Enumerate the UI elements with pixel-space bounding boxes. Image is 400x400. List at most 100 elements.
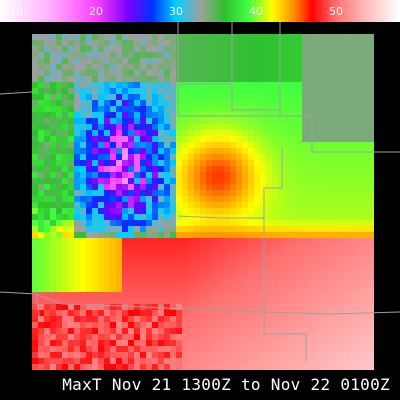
- temperature-cell: [152, 172, 158, 178]
- temperature-cell: [314, 190, 320, 196]
- temperature-cell: [32, 268, 38, 274]
- temperature-cell: [44, 34, 50, 40]
- temperature-cell: [200, 274, 206, 280]
- temperature-cell: [242, 280, 248, 286]
- temperature-cell: [164, 202, 170, 208]
- temperature-cell: [74, 82, 80, 88]
- temperature-cell: [86, 250, 92, 256]
- temperature-cell: [164, 70, 170, 76]
- temperature-cell: [194, 172, 200, 178]
- temperature-cell: [98, 106, 104, 112]
- temperature-cell: [170, 70, 176, 76]
- temperature-cell: [230, 244, 236, 250]
- temperature-cell: [338, 304, 344, 310]
- temperature-cell: [116, 160, 122, 166]
- temperature-cell: [272, 88, 278, 94]
- temperature-cell: [218, 76, 224, 82]
- temperature-cell: [86, 100, 92, 106]
- temperature-cell: [128, 112, 134, 118]
- temperature-cell: [68, 274, 74, 280]
- temperature-cell: [182, 280, 188, 286]
- temperature-cell: [128, 274, 134, 280]
- temperature-cell: [362, 40, 368, 46]
- temperature-cell: [68, 118, 74, 124]
- temperature-cell: [332, 244, 338, 250]
- temperature-cell: [242, 88, 248, 94]
- temperature-cell: [182, 34, 188, 40]
- temperature-cell: [32, 208, 38, 214]
- temperature-cell: [92, 316, 98, 322]
- temperature-cell: [164, 250, 170, 256]
- temperature-cell: [212, 154, 218, 160]
- temperature-cell: [284, 274, 290, 280]
- temperature-cell: [32, 232, 38, 238]
- temperature-cell: [284, 340, 290, 346]
- temperature-cell: [68, 178, 74, 184]
- temperature-cell: [350, 34, 356, 40]
- temperature-cell: [176, 118, 182, 124]
- temperature-cell: [218, 142, 224, 148]
- boundary-line: [0, 91, 33, 95]
- temperature-cell: [254, 46, 260, 52]
- temperature-cell: [344, 112, 350, 118]
- temperature-cell: [314, 184, 320, 190]
- temperature-cell: [104, 244, 110, 250]
- temperature-cell: [98, 358, 104, 364]
- temperature-cell: [188, 40, 194, 46]
- temperature-cell: [164, 160, 170, 166]
- temperature-cell: [86, 238, 92, 244]
- temperature-cell: [74, 232, 80, 238]
- temperature-cell: [68, 232, 74, 238]
- temperature-cell: [314, 172, 320, 178]
- temperature-cell: [344, 346, 350, 352]
- temperature-cell: [32, 154, 38, 160]
- temperature-cell: [74, 358, 80, 364]
- temperature-cell: [272, 256, 278, 262]
- temperature-cell: [326, 304, 332, 310]
- temperature-cell: [56, 166, 62, 172]
- temperature-cell: [362, 340, 368, 346]
- temperature-cell: [62, 340, 68, 346]
- temperature-cell: [224, 124, 230, 130]
- temperature-cell: [338, 322, 344, 328]
- temperature-cell: [140, 268, 146, 274]
- temperature-cell: [296, 46, 302, 52]
- temperature-cell: [188, 286, 194, 292]
- temperature-cell: [134, 280, 140, 286]
- temperature-cell: [44, 322, 50, 328]
- temperature-cell: [194, 232, 200, 238]
- temperature-cell: [98, 52, 104, 58]
- temperature-cell: [164, 364, 170, 370]
- temperature-cell: [146, 226, 152, 232]
- temperature-cell: [188, 358, 194, 364]
- temperature-cell: [56, 118, 62, 124]
- temperature-cell: [302, 34, 308, 40]
- temperature-cell: [350, 364, 356, 370]
- temperature-cell: [134, 214, 140, 220]
- temperature-cell: [350, 64, 356, 70]
- temperature-cell: [302, 280, 308, 286]
- temperature-cell: [254, 310, 260, 316]
- temperature-cell: [278, 274, 284, 280]
- temperature-cell: [62, 154, 68, 160]
- temperature-cell: [158, 142, 164, 148]
- temperature-cell: [362, 292, 368, 298]
- temperature-cell: [218, 118, 224, 124]
- temperature-cell: [38, 316, 44, 322]
- temperature-cell: [230, 208, 236, 214]
- temperature-cell: [98, 322, 104, 328]
- temperature-cell: [242, 124, 248, 130]
- temperature-cell: [80, 58, 86, 64]
- temperature-cell: [92, 208, 98, 214]
- temperature-cell: [320, 130, 326, 136]
- temperature-cell: [320, 94, 326, 100]
- temperature-cell: [260, 58, 266, 64]
- temperature-cell: [356, 340, 362, 346]
- temperature-cell: [230, 250, 236, 256]
- temperature-cell: [134, 178, 140, 184]
- temperature-cell: [224, 64, 230, 70]
- temperature-cell: [350, 250, 356, 256]
- temperature-cell: [362, 166, 368, 172]
- temperature-cell: [182, 112, 188, 118]
- temperature-cell: [176, 310, 182, 316]
